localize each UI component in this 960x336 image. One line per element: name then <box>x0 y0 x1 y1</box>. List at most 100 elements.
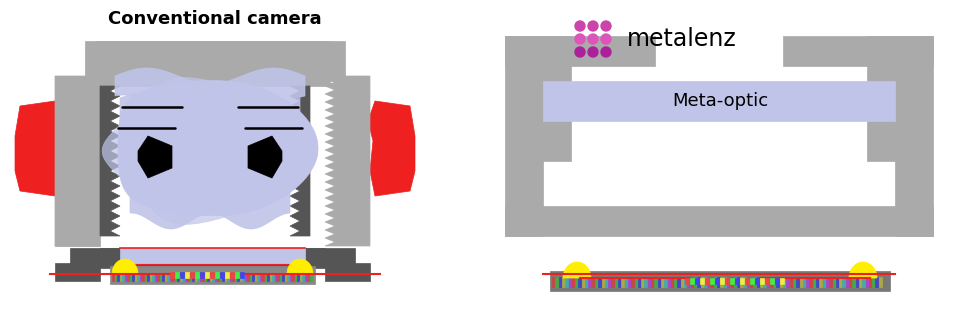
Bar <box>720 278 724 284</box>
Bar <box>235 272 239 278</box>
Bar <box>252 273 254 281</box>
Bar <box>543 81 895 121</box>
Bar <box>543 36 571 161</box>
Bar <box>120 248 305 264</box>
Circle shape <box>575 34 585 44</box>
Bar <box>823 277 826 287</box>
Bar <box>265 273 267 281</box>
Bar <box>184 273 186 281</box>
Bar <box>595 277 598 287</box>
Bar <box>292 273 294 281</box>
Bar <box>648 277 651 287</box>
Bar <box>572 277 575 287</box>
Bar <box>142 273 144 281</box>
Bar <box>212 273 214 281</box>
Bar <box>155 273 156 281</box>
Bar <box>625 277 628 287</box>
Bar <box>287 273 289 281</box>
Bar <box>122 273 124 281</box>
Bar <box>602 277 605 287</box>
Bar <box>175 272 179 278</box>
Bar <box>641 277 644 287</box>
Polygon shape <box>112 259 138 274</box>
Bar <box>674 277 677 287</box>
Bar <box>300 248 355 268</box>
Bar <box>239 273 242 281</box>
Bar <box>685 278 689 284</box>
Bar <box>869 277 872 287</box>
Circle shape <box>601 21 611 31</box>
Bar <box>215 272 219 278</box>
Bar <box>878 277 881 287</box>
Bar <box>250 273 252 281</box>
Bar <box>170 273 172 281</box>
Bar <box>210 272 214 278</box>
Bar <box>505 206 933 236</box>
Bar <box>245 273 247 281</box>
Bar <box>806 277 809 287</box>
Bar <box>304 273 306 281</box>
Bar <box>678 277 681 287</box>
Bar <box>552 277 555 287</box>
Bar <box>162 273 164 281</box>
Bar <box>150 273 152 281</box>
Bar <box>100 248 115 261</box>
Bar <box>740 278 744 284</box>
Bar <box>780 278 784 284</box>
Text: Meta-optic: Meta-optic <box>672 92 768 110</box>
Bar <box>300 273 301 281</box>
Bar <box>232 273 234 281</box>
Bar <box>220 272 224 278</box>
Polygon shape <box>287 259 313 274</box>
Polygon shape <box>138 136 172 178</box>
Bar <box>754 277 756 287</box>
Bar <box>855 277 858 287</box>
Bar <box>695 278 699 284</box>
Polygon shape <box>368 101 415 196</box>
Polygon shape <box>248 136 282 178</box>
Bar <box>839 277 842 287</box>
Bar <box>760 278 764 284</box>
Bar <box>717 277 720 287</box>
Bar <box>170 272 174 278</box>
Bar <box>214 273 217 281</box>
Bar <box>632 277 635 287</box>
Bar <box>110 266 315 284</box>
Bar <box>505 36 543 236</box>
Bar <box>786 277 789 287</box>
Bar <box>796 277 799 287</box>
Bar <box>763 277 766 287</box>
Bar <box>697 277 700 287</box>
Bar <box>189 273 192 281</box>
Bar <box>180 272 184 278</box>
Bar <box>230 272 234 278</box>
Text: metalenz: metalenz <box>627 27 736 51</box>
Polygon shape <box>125 124 295 166</box>
Bar <box>862 277 865 287</box>
Bar <box>765 278 769 284</box>
Bar <box>690 277 693 287</box>
Bar <box>809 277 812 287</box>
Bar <box>588 277 591 287</box>
Bar <box>614 277 617 287</box>
Bar <box>621 277 624 287</box>
Bar <box>240 272 244 278</box>
Bar <box>715 278 719 284</box>
Bar <box>700 278 704 284</box>
Polygon shape <box>290 86 310 236</box>
Bar <box>724 277 727 287</box>
Bar <box>701 277 704 287</box>
Bar <box>262 273 264 281</box>
Bar <box>207 273 209 281</box>
Bar <box>852 277 855 287</box>
Polygon shape <box>210 41 330 86</box>
Bar <box>777 277 780 287</box>
Bar <box>505 36 655 66</box>
Bar <box>229 273 231 281</box>
Polygon shape <box>55 76 100 246</box>
Bar <box>644 277 647 287</box>
Bar <box>867 36 895 161</box>
Bar <box>704 277 707 287</box>
Bar <box>310 248 325 261</box>
Bar <box>775 278 779 284</box>
